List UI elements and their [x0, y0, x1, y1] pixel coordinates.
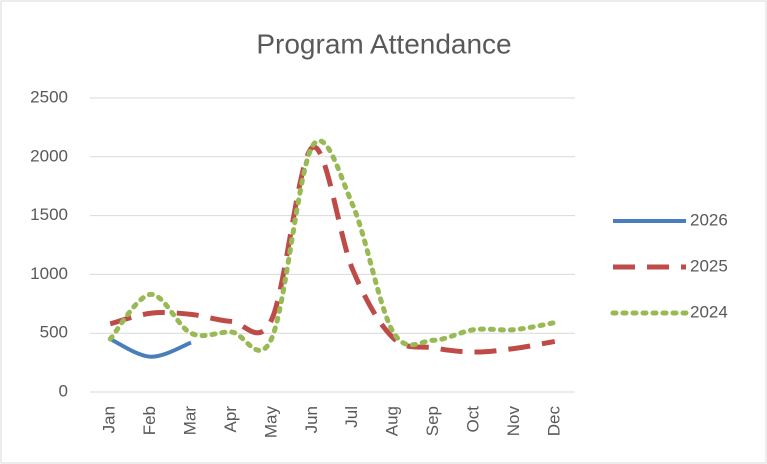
x-tick-label: Mar — [181, 406, 200, 436]
y-tick-label: 1000 — [30, 264, 68, 283]
y-tick-label: 1500 — [30, 205, 68, 224]
x-tick-label: Sep — [423, 406, 442, 436]
x-tick-label: Nov — [504, 406, 523, 437]
series-line — [109, 337, 192, 359]
chart-title: Program Attendance — [256, 28, 511, 59]
x-tick-label: Jan — [100, 406, 119, 433]
y-tick-label: 2000 — [30, 146, 68, 165]
x-tick-label: Jul — [342, 406, 361, 428]
x-tick-label: Jun — [302, 406, 321, 433]
series-line — [109, 144, 556, 355]
legend-label: 2026 — [690, 210, 728, 229]
x-tick-label: Aug — [383, 406, 402, 436]
y-tick-label: 2500 — [30, 87, 68, 106]
legend-label: 2025 — [690, 256, 728, 275]
x-tick-label: Feb — [140, 406, 159, 435]
x-tick-label: Oct — [463, 406, 482, 433]
y-tick-label: 500 — [40, 323, 68, 342]
series-line — [107, 138, 558, 353]
y-tick-label: 0 — [59, 381, 68, 400]
x-tick-label: May — [261, 406, 280, 439]
x-tick-label: Apr — [221, 406, 240, 433]
legend-label: 2024 — [690, 302, 728, 321]
x-tick-label: Dec — [544, 406, 563, 437]
